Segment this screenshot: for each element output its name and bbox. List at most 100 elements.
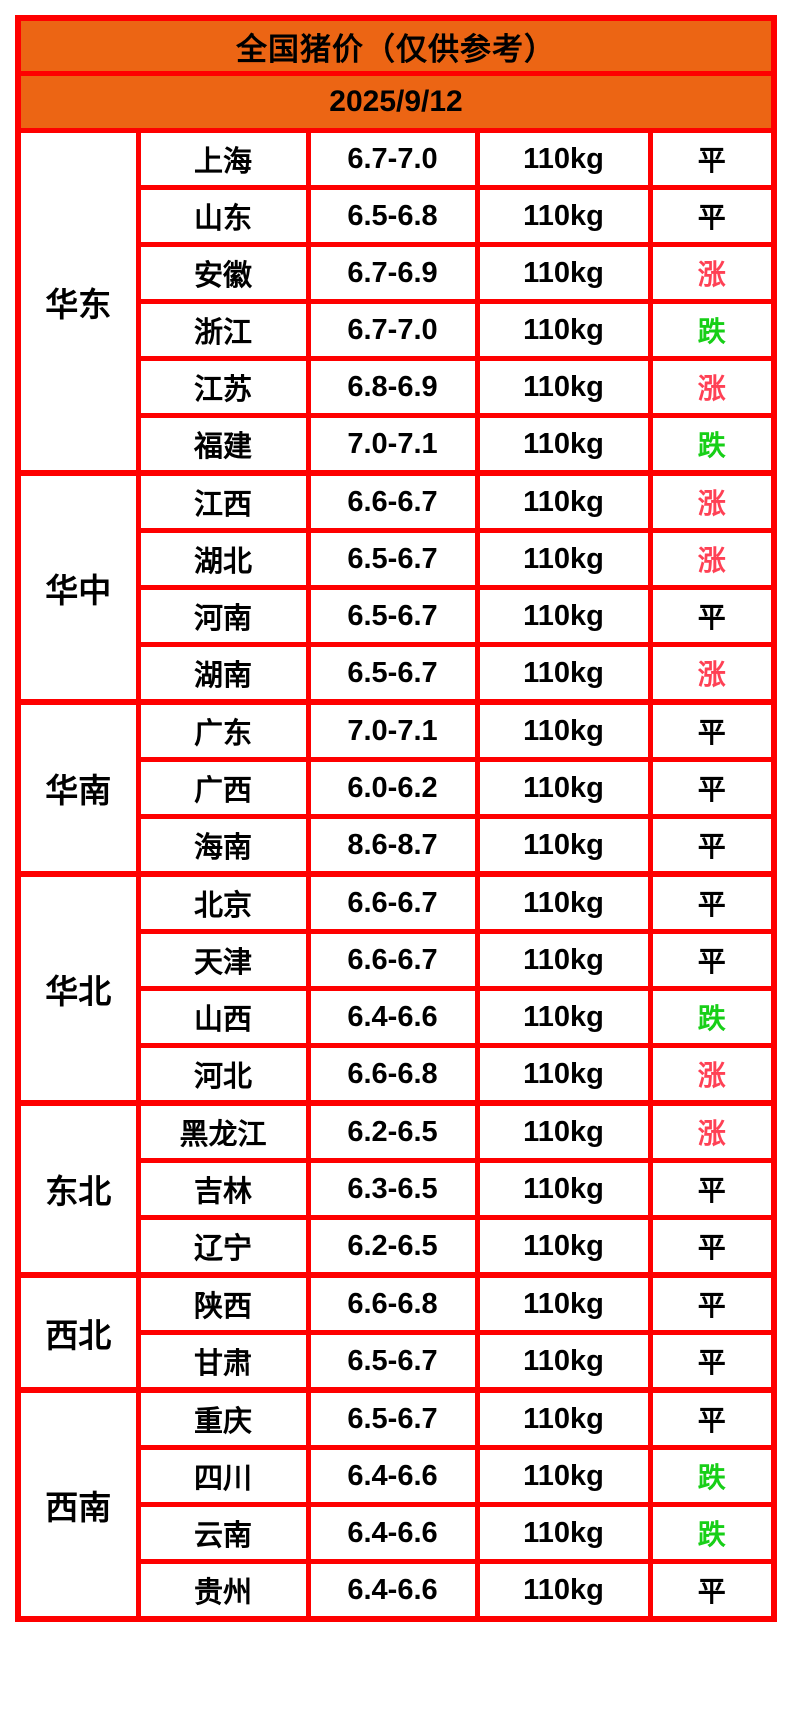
price-cell: 6.6-6.7: [305, 470, 480, 533]
weight-cell: 110kg: [474, 1100, 653, 1163]
price-row: 吉林 6.3-6.5 110kg 平: [18, 1158, 777, 1220]
status-cell: 平: [647, 185, 777, 247]
price-row: 西南 重庆 6.5-6.7 110kg 平: [15, 1387, 777, 1622]
status-cell: 平: [647, 699, 777, 762]
status-cell: 平: [647, 1158, 777, 1220]
province-cell: 吉林: [135, 1158, 311, 1220]
status-cell: 涨: [647, 642, 777, 705]
price-row: 福建 7.0-7.1 110kg 跌: [18, 413, 777, 476]
province-cell: 黑龙江: [135, 1100, 311, 1163]
price-row: 贵州 6.4-6.6 110kg 平: [18, 1559, 777, 1622]
region-label: 华北: [15, 871, 141, 1106]
price-cell: 6.5-6.7: [305, 585, 480, 647]
price-cell: 6.6-6.7: [305, 871, 480, 934]
region-label: 华中: [15, 470, 141, 705]
date-row: 2025/9/12: [15, 71, 777, 133]
weight-cell: 110kg: [474, 585, 653, 647]
status-cell: 涨: [647, 1043, 777, 1106]
price-row: 辽宁 6.2-6.5 110kg 平: [18, 1215, 777, 1278]
weight-cell: 110kg: [474, 1330, 653, 1393]
weight-cell: 110kg: [474, 929, 653, 991]
weight-cell: 110kg: [474, 128, 653, 190]
weight-cell: 110kg: [474, 528, 653, 590]
province-cell: 云南: [135, 1502, 311, 1564]
title-row: 全国猪价（仅供参考）: [15, 15, 777, 76]
price-row: 东北 黑龙江 6.2-6.5 110kg 涨: [15, 1100, 777, 1278]
weight-cell: 110kg: [474, 1387, 653, 1450]
province-cell: 浙江: [135, 299, 311, 361]
weight-cell: 110kg: [474, 1445, 653, 1507]
province-cell: 山西: [135, 986, 311, 1048]
price-cell: 6.2-6.5: [305, 1215, 480, 1278]
status-cell: 平: [647, 1215, 777, 1278]
status-cell: 平: [647, 1559, 777, 1622]
price-row: 山西 6.4-6.6 110kg 跌: [18, 986, 777, 1048]
region-label: 西北: [15, 1272, 141, 1393]
weight-cell: 110kg: [474, 1215, 653, 1278]
province-cell: 江西: [135, 470, 311, 533]
weight-cell: 110kg: [474, 642, 653, 705]
province-cell: 陕西: [135, 1272, 311, 1335]
province-cell: 福建: [135, 413, 311, 476]
status-cell: 平: [647, 757, 777, 819]
status-cell: 跌: [647, 413, 777, 476]
status-cell: 平: [647, 871, 777, 934]
price-row: 江苏 6.8-6.9 110kg 涨: [18, 356, 777, 418]
weight-cell: 110kg: [474, 814, 653, 877]
province-cell: 甘肃: [135, 1330, 311, 1393]
price-row: 云南 6.4-6.6 110kg 跌: [18, 1502, 777, 1564]
weight-cell: 110kg: [474, 986, 653, 1048]
price-cell: 6.0-6.2: [305, 757, 480, 819]
price-cell: 7.0-7.1: [305, 413, 480, 476]
price-cell: 6.6-6.7: [305, 929, 480, 991]
date-label: 2025/9/12: [15, 71, 777, 133]
status-cell: 涨: [647, 470, 777, 533]
weight-cell: 110kg: [474, 470, 653, 533]
price-cell: 6.4-6.6: [305, 986, 480, 1048]
price-cell: 6.5-6.8: [305, 185, 480, 247]
weight-cell: 110kg: [474, 1043, 653, 1106]
price-row: 海南 8.6-8.7 110kg 平: [18, 814, 777, 877]
price-cell: 6.6-6.8: [305, 1043, 480, 1106]
province-cell: 天津: [135, 929, 311, 991]
status-cell: 平: [647, 1272, 777, 1335]
status-cell: 平: [647, 1330, 777, 1393]
price-row: 广西 6.0-6.2 110kg 平: [18, 757, 777, 819]
status-cell: 跌: [647, 986, 777, 1048]
price-row: 浙江 6.7-7.0 110kg 跌: [18, 299, 777, 361]
price-row: 华北 北京 6.6-6.7 110kg 平: [15, 871, 777, 1106]
price-row: 河北 6.6-6.8 110kg 涨: [18, 1043, 777, 1106]
price-row: 四川 6.4-6.6 110kg 跌: [18, 1445, 777, 1507]
province-cell: 重庆: [135, 1387, 311, 1450]
status-cell: 涨: [647, 356, 777, 418]
status-cell: 平: [647, 1387, 777, 1450]
region-label: 华南: [15, 699, 141, 877]
province-cell: 海南: [135, 814, 311, 877]
province-cell: 安徽: [135, 242, 311, 304]
price-cell: 6.5-6.7: [305, 528, 480, 590]
page-title: 全国猪价（仅供参考）: [15, 15, 777, 76]
weight-cell: 110kg: [474, 699, 653, 762]
price-row: 天津 6.6-6.7 110kg 平: [18, 929, 777, 991]
price-cell: 8.6-8.7: [305, 814, 480, 877]
province-cell: 河南: [135, 585, 311, 647]
province-cell: 北京: [135, 871, 311, 934]
price-row: 华中 江西 6.6-6.7 110kg 涨: [15, 470, 777, 705]
province-cell: 山东: [135, 185, 311, 247]
weight-cell: 110kg: [474, 1158, 653, 1220]
status-cell: 平: [647, 128, 777, 190]
price-cell: 6.5-6.7: [305, 1387, 480, 1450]
price-cell: 6.7-7.0: [305, 128, 480, 190]
weight-cell: 110kg: [474, 1559, 653, 1622]
price-row: 华东 上海 6.7-7.0 110kg 平: [15, 128, 777, 476]
weight-cell: 110kg: [474, 185, 653, 247]
price-cell: 6.4-6.6: [305, 1559, 480, 1622]
province-cell: 广西: [135, 757, 311, 819]
province-cell: 贵州: [135, 1559, 311, 1622]
price-row: 山东 6.5-6.8 110kg 平: [18, 185, 777, 247]
status-cell: 跌: [647, 1445, 777, 1507]
price-cell: 6.6-6.8: [305, 1272, 480, 1335]
weight-cell: 110kg: [474, 871, 653, 934]
weight-cell: 110kg: [474, 1502, 653, 1564]
status-cell: 涨: [647, 242, 777, 304]
